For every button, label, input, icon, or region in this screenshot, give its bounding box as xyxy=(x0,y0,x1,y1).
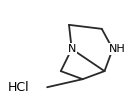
Text: NH: NH xyxy=(108,44,125,54)
Text: N: N xyxy=(67,44,76,54)
Text: HCl: HCl xyxy=(8,81,29,94)
